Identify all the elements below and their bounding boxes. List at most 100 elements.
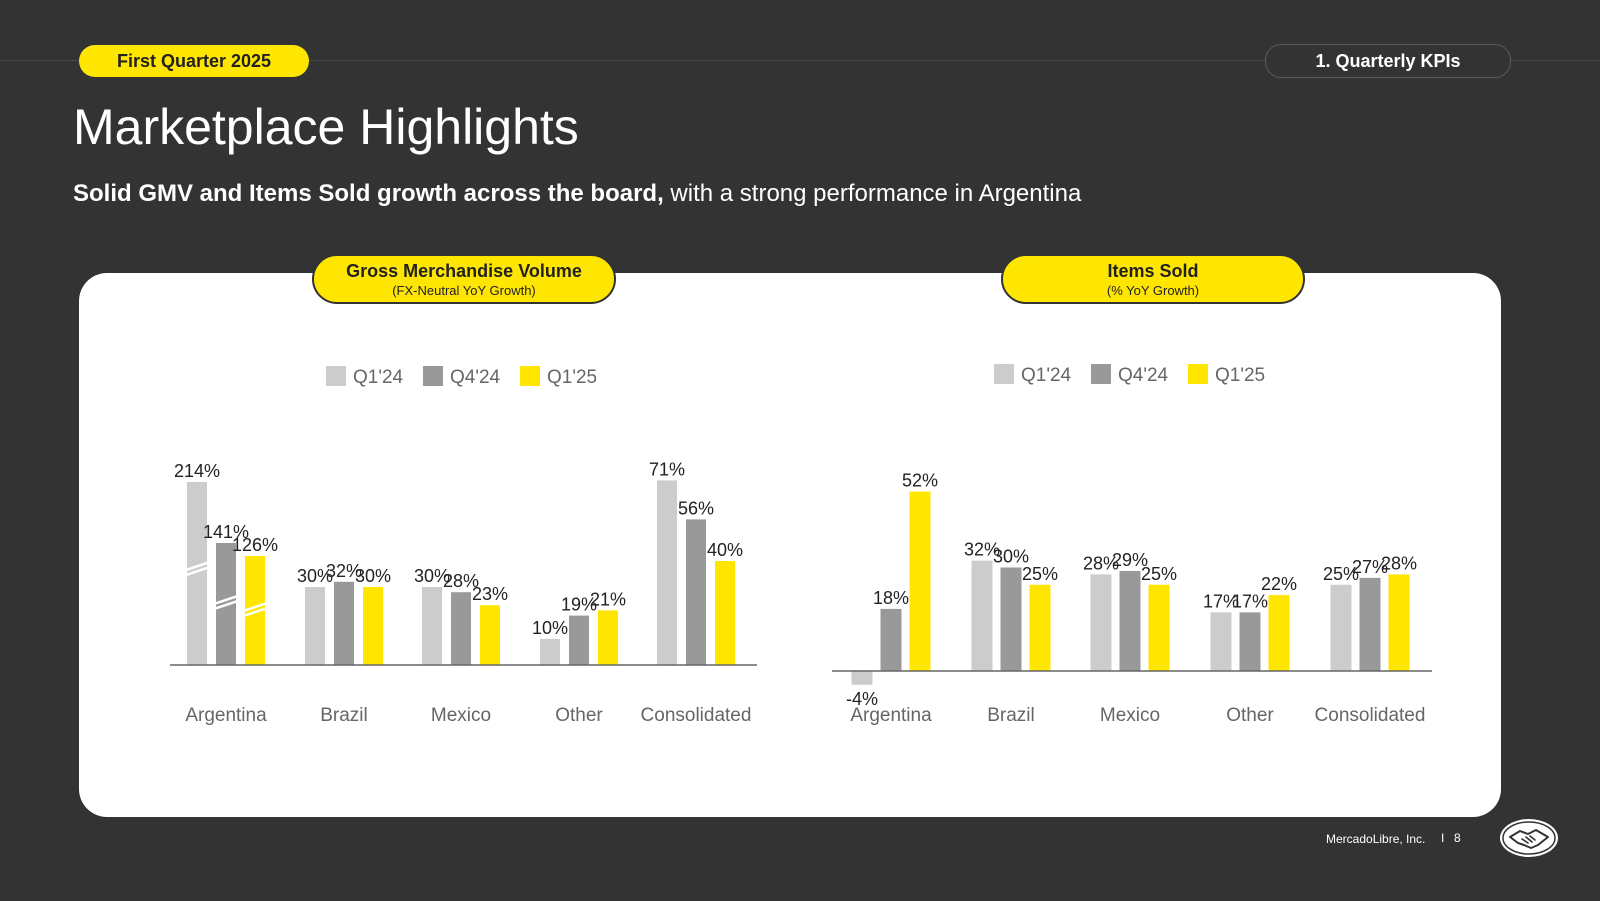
items-data-label: 27% — [1352, 557, 1388, 577]
gmv-legend-label: Q1'24 — [353, 367, 404, 388]
items-bar — [909, 491, 931, 671]
gmv-data-label: 40% — [707, 540, 743, 560]
items-chart: Q1'24 Q4'24 Q1'25-4%18%52%Argentina32%30%2… — [832, 364, 1432, 726]
items-chart-header: Items Sold (% YoY Growth) — [1001, 254, 1305, 304]
gmv-data-label: 30% — [355, 566, 391, 586]
gmv-data-label: 141% — [203, 522, 249, 542]
quarter-badge: First Quarter 2025 — [79, 45, 309, 77]
items-data-label: 29% — [1112, 550, 1148, 570]
items-data-label: 25% — [1141, 564, 1177, 584]
items-bar — [851, 671, 873, 685]
gmv-bar — [451, 592, 471, 665]
items-data-label: 28% — [1083, 553, 1119, 573]
gmv-bar — [422, 587, 442, 665]
items-legend-label: Q4'24 — [1118, 365, 1169, 386]
gmv-data-label: 71% — [649, 459, 685, 479]
footer-company: MercadoLibre, Inc. — [1326, 832, 1426, 846]
handshake-logo-icon — [1500, 819, 1558, 857]
gmv-category-label: Other — [555, 705, 603, 726]
items-bar — [1268, 595, 1290, 671]
items-bar — [1210, 612, 1232, 671]
gmv-category-label: Consolidated — [641, 705, 752, 726]
gmv-axis-break-mark — [184, 561, 210, 577]
gmv-legend-label: Q1'25 — [547, 367, 597, 388]
footer-separator: I — [1441, 831, 1445, 845]
header-divider-line — [0, 60, 1600, 61]
gmv-legend-swatch — [423, 366, 443, 386]
gmv-legend-swatch — [326, 366, 346, 386]
items-legend-swatch — [1188, 364, 1208, 384]
items-data-label: -4% — [846, 689, 878, 709]
gmv-category-label: Mexico — [431, 705, 491, 726]
gmv-data-label: 23% — [472, 584, 508, 604]
items-data-label: 32% — [964, 540, 1000, 560]
items-data-label: 22% — [1261, 574, 1297, 594]
gmv-bar — [334, 581, 354, 665]
items-data-label: 25% — [1323, 564, 1359, 584]
items-data-label: 17% — [1232, 591, 1268, 611]
subtitle-bold: Solid GMV and Items Sold growth across t… — [73, 180, 664, 207]
gmv-data-label: 19% — [561, 595, 597, 615]
gmv-data-label: 21% — [590, 589, 626, 609]
items-data-label: 52% — [902, 471, 938, 491]
gmv-data-label: 30% — [297, 566, 333, 586]
gmv-data-label: 214% — [174, 461, 220, 481]
items-legend-swatch — [1091, 364, 1111, 384]
gmv-chart-title: Gross Merchandise Volume — [346, 261, 582, 281]
gmv-data-label: 30% — [414, 566, 450, 586]
gmv-legend-swatch — [520, 366, 540, 386]
gmv-data-label: 28% — [443, 571, 479, 591]
page-title: Marketplace Highlights — [73, 99, 579, 155]
gmv-axis-break-mark — [213, 594, 239, 611]
gmv-category-label: Brazil — [320, 705, 368, 726]
items-bar — [1000, 567, 1022, 671]
items-bar — [1239, 612, 1261, 671]
items-category-label: Mexico — [1100, 705, 1160, 726]
items-bar — [1090, 574, 1112, 671]
gmv-bar — [598, 610, 618, 665]
gmv-axis-break-mark — [242, 601, 268, 618]
items-bar — [1330, 584, 1352, 671]
items-bar — [1148, 584, 1170, 671]
items-bar — [971, 560, 993, 671]
items-legend-label: Q1'24 — [1021, 365, 1072, 386]
subtitle-rest: with a strong performance in Argentina — [663, 180, 1082, 207]
gmv-data-label: 32% — [326, 561, 362, 581]
items-data-label: 18% — [873, 588, 909, 608]
gmv-chart: Q1'24 Q4'24 Q1'25214%141%126%Argentina30%3… — [170, 366, 757, 726]
gmv-bar — [305, 587, 325, 665]
gmv-bar — [569, 615, 589, 665]
items-category-label: Consolidated — [1315, 705, 1426, 726]
gmv-bar — [187, 482, 207, 665]
page-subtitle: Solid GMV and Items Sold growth across t… — [73, 180, 1081, 208]
items-category-label: Argentina — [850, 705, 932, 726]
gmv-bar — [480, 605, 500, 665]
items-chart-title: Items Sold — [1107, 261, 1199, 281]
items-category-label: Other — [1226, 705, 1274, 726]
items-chart-subtitle: (% YoY Growth) — [1106, 283, 1200, 298]
items-bar — [1029, 584, 1051, 671]
items-data-label: 30% — [993, 547, 1029, 567]
charts-card — [79, 273, 1501, 817]
items-bar — [1119, 570, 1141, 671]
items-bar — [1359, 577, 1381, 671]
items-data-label: 28% — [1381, 553, 1417, 573]
gmv-data-label: 56% — [678, 498, 714, 518]
gmv-bar — [540, 639, 560, 665]
gmv-bar — [657, 480, 677, 665]
items-bar — [1388, 574, 1410, 671]
gmv-data-label: 126% — [232, 535, 278, 555]
items-data-label: 17% — [1203, 591, 1239, 611]
section-badge: 1. Quarterly KPIs — [1265, 44, 1511, 78]
items-bar — [880, 608, 902, 671]
items-legend-swatch — [994, 364, 1014, 384]
items-category-label: Brazil — [987, 705, 1035, 726]
gmv-bar — [245, 556, 265, 665]
gmv-data-label: 10% — [532, 618, 568, 638]
gmv-bar — [363, 587, 383, 665]
items-data-label: 25% — [1022, 564, 1058, 584]
gmv-category-label: Argentina — [185, 705, 267, 726]
gmv-bar — [686, 519, 706, 665]
gmv-legend-label: Q4'24 — [450, 367, 501, 388]
